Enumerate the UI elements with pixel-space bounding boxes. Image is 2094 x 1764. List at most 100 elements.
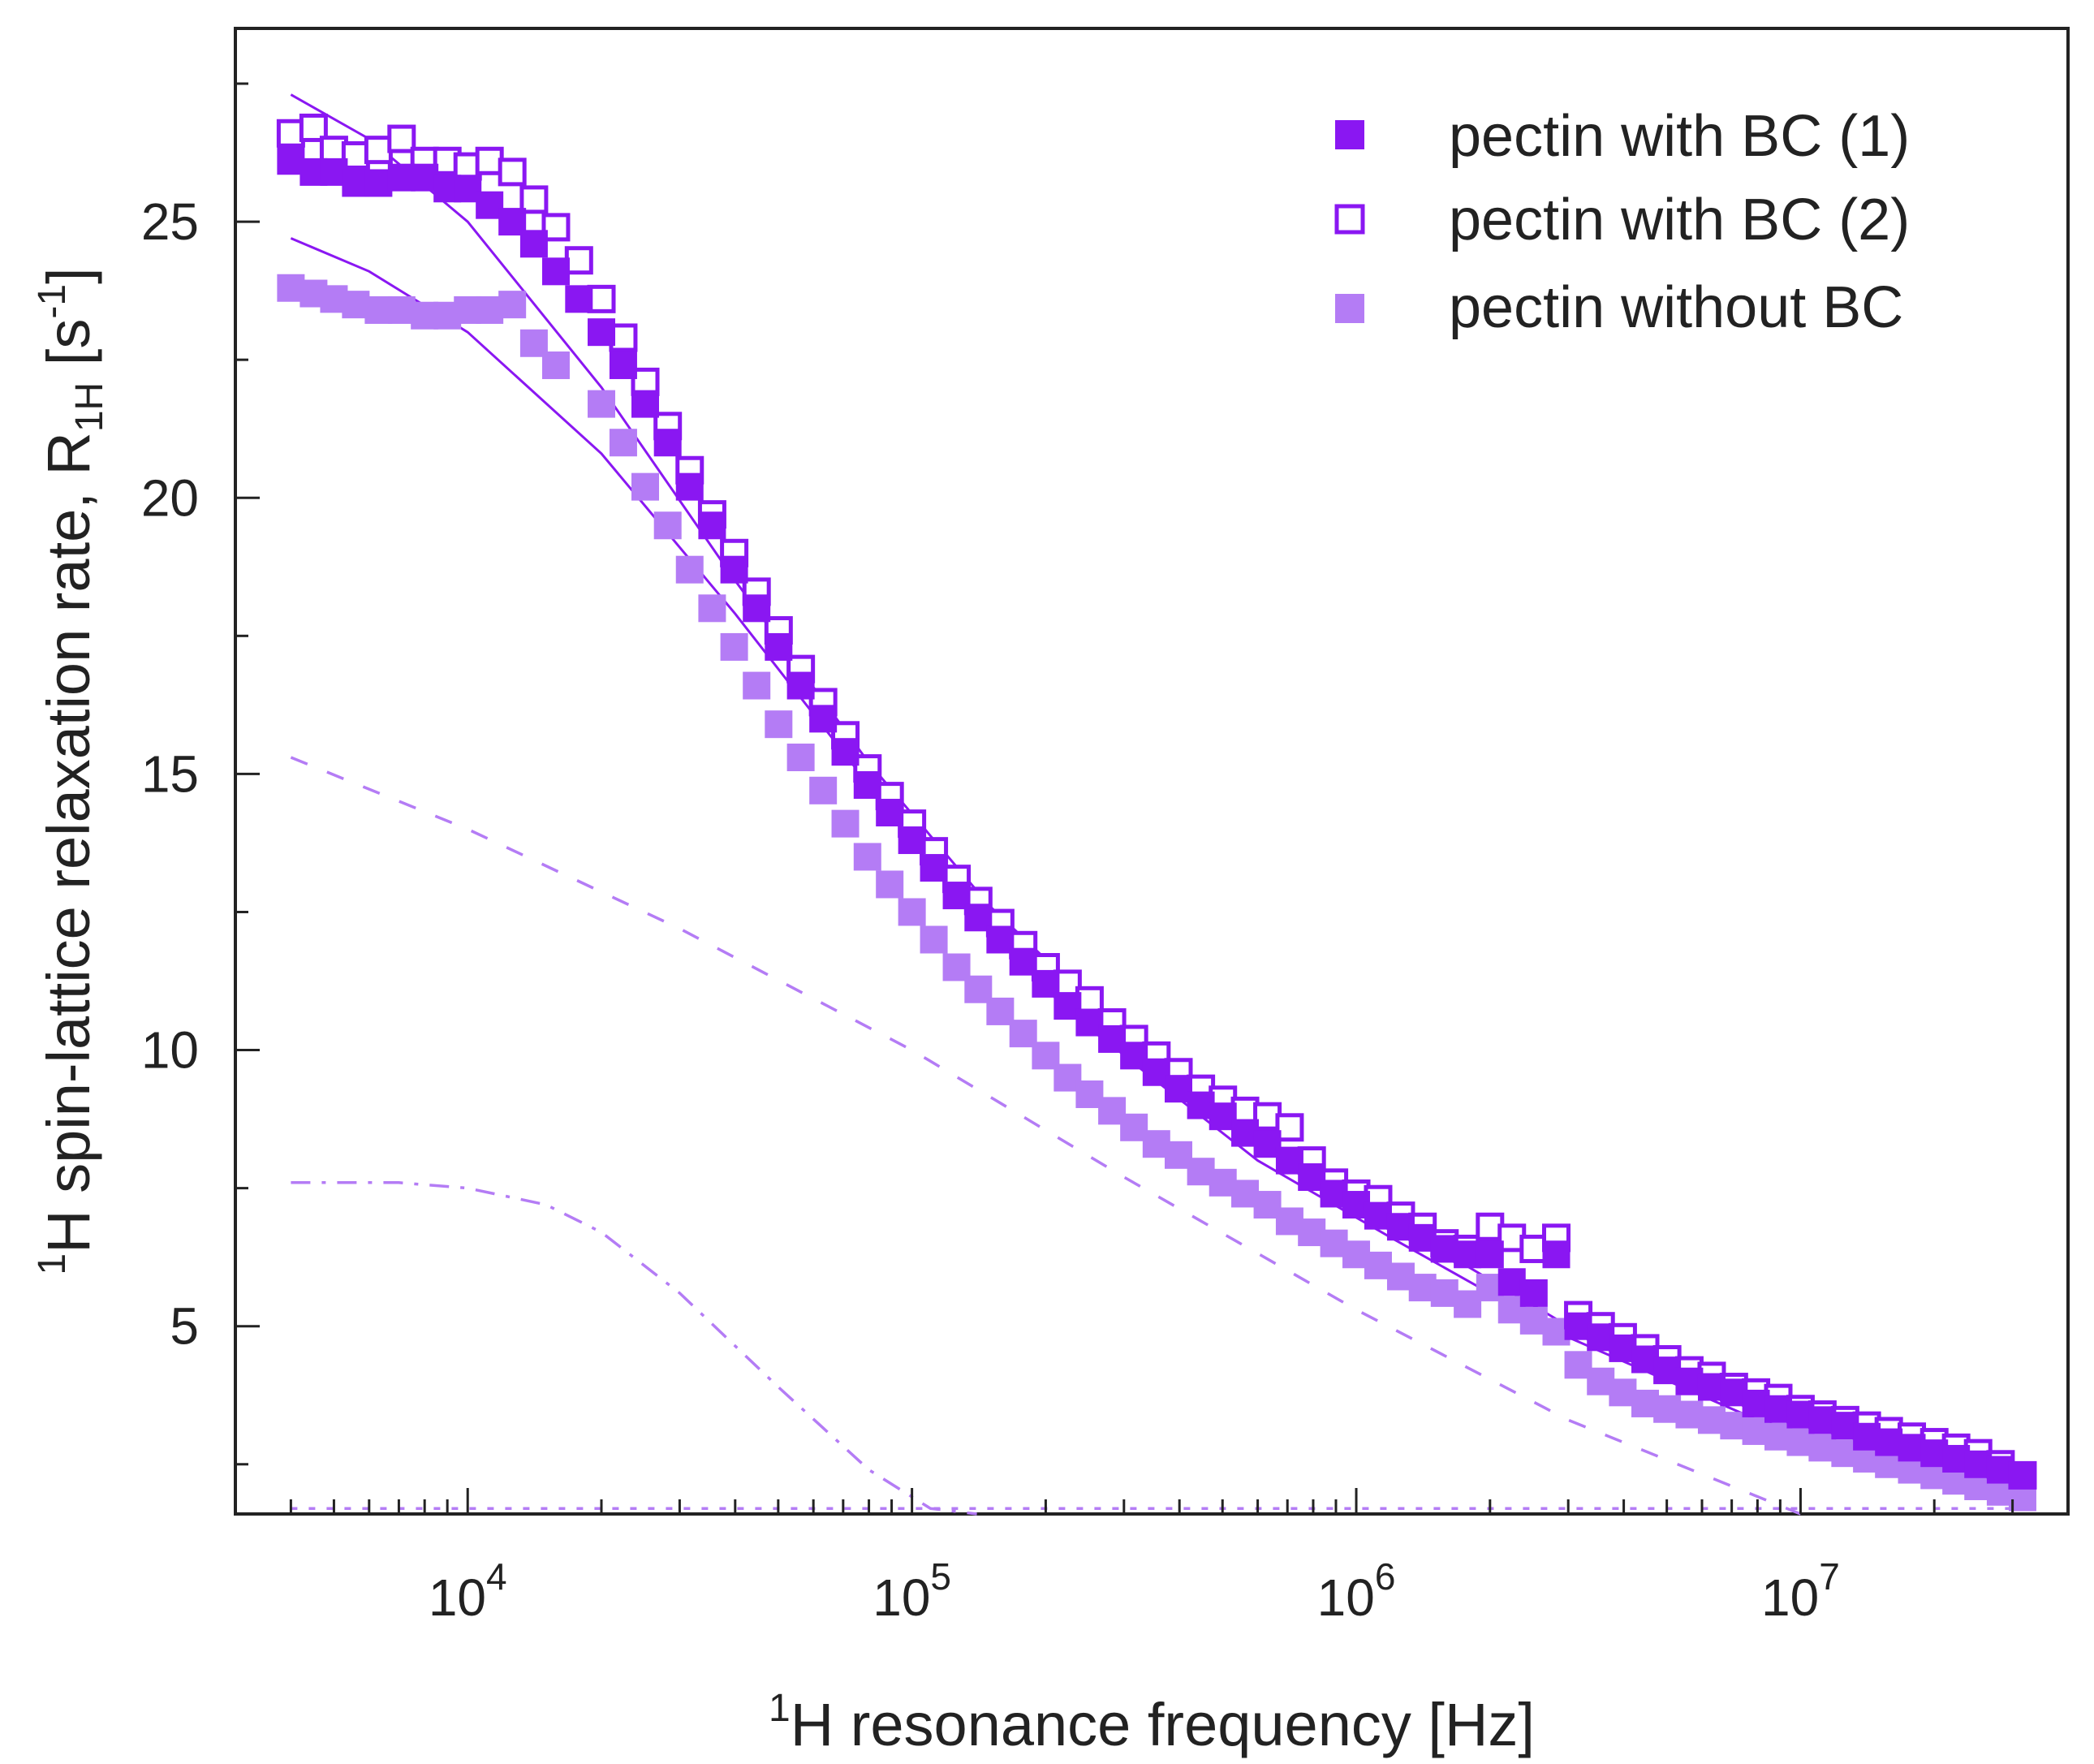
data-point <box>1275 1113 1304 1142</box>
x-tick-base: 10 <box>429 1568 486 1627</box>
y-axis-title-unit-open: [s <box>35 319 102 382</box>
data-point <box>564 246 593 275</box>
legend-label-with-bc-1: pectin with BC (1) <box>1449 104 1910 169</box>
y-tick-label: 10 <box>141 1021 199 1080</box>
y-axis-title-main: H spin-lattice relaxation rate, R <box>35 432 102 1253</box>
data-point <box>653 511 682 540</box>
data-point <box>475 146 504 175</box>
data-point <box>675 472 704 501</box>
data-point <box>498 157 527 187</box>
data-point <box>1430 1235 1458 1263</box>
data-point <box>986 997 1015 1025</box>
data-point <box>387 163 416 192</box>
data-point <box>876 799 904 827</box>
data-point <box>631 390 660 418</box>
legend-marker-with-bc-1 <box>1335 120 1364 149</box>
data-point <box>831 809 860 838</box>
data-point <box>541 213 571 242</box>
data-point <box>786 671 815 700</box>
data-point <box>920 925 948 954</box>
data-point <box>1542 1240 1570 1269</box>
data-point <box>920 854 948 882</box>
fit-line-fit-without-bc <box>290 237 2014 1494</box>
data-point <box>1430 1279 1458 1307</box>
data-point <box>786 743 815 771</box>
x-axis-title-sup: 1 <box>769 1687 791 1730</box>
x-tick-label: 107 <box>1761 1555 1840 1627</box>
data-point <box>541 257 570 286</box>
data-point <box>853 771 881 800</box>
data-point <box>565 285 593 313</box>
data-point <box>631 472 660 501</box>
data-point <box>299 113 328 142</box>
data-point <box>831 738 860 766</box>
x-tick-label: 105 <box>872 1555 951 1627</box>
data-point <box>743 594 771 623</box>
data-point <box>588 318 616 347</box>
y-axis-title-sup: 1 <box>31 1253 74 1275</box>
x-axis-title-main: H resonance frequency [Hz] <box>791 1691 1535 1758</box>
data-point <box>698 511 726 540</box>
data-point <box>1519 1234 1549 1263</box>
data-point <box>986 925 1015 954</box>
x-tick-base: 10 <box>1317 1568 1375 1627</box>
x-tick-base: 10 <box>872 1568 930 1627</box>
data-point <box>364 136 393 165</box>
legend: pectin with BC (1) pectin with BC (2) pe… <box>1334 104 1910 340</box>
data-point <box>1519 1279 1548 1307</box>
data-point <box>653 429 682 457</box>
data-point <box>609 429 637 457</box>
data-point <box>2008 1461 2036 1490</box>
data-point <box>853 843 881 871</box>
y-tick-label: 20 <box>141 468 199 527</box>
data-point <box>809 776 838 804</box>
data-point <box>364 169 393 197</box>
x-tick-exp: 5 <box>930 1555 951 1598</box>
data-point <box>1476 1240 1504 1269</box>
series-2 <box>277 274 2036 1512</box>
series-0 <box>277 147 2036 1490</box>
fit-line-component-dashed <box>290 756 1802 1516</box>
y-tick-label: 15 <box>141 744 199 803</box>
data-point <box>519 230 548 258</box>
data-point <box>898 898 926 926</box>
y-axis-title-sub: 1H <box>68 382 111 432</box>
legend-label-with-bc-2: pectin with BC (2) <box>1449 188 1910 252</box>
y-axis-title-unit-sup: -1 <box>31 284 74 319</box>
data-point <box>276 119 305 148</box>
y-axis-title-unit-close: ] <box>35 267 102 284</box>
legend-marker-without-bc <box>1335 294 1364 323</box>
data-point <box>675 555 704 584</box>
y-axis-title: 1H spin-lattice relaxation rate, R1H [s-… <box>31 267 111 1274</box>
x-tick-exp: 7 <box>1819 1555 1840 1598</box>
plot-frame <box>234 27 2070 1516</box>
data-point <box>588 390 616 418</box>
x-tick-exp: 4 <box>486 1555 507 1598</box>
data-point <box>720 555 748 584</box>
data-point <box>720 632 748 661</box>
data-point <box>498 291 527 319</box>
x-tick-exp: 6 <box>1375 1555 1396 1598</box>
data-point <box>765 710 793 739</box>
x-axis-ticks: 104 105 106 107 <box>234 1488 2070 1627</box>
x-axis-title: 1H resonance frequency [Hz] <box>769 1687 1535 1758</box>
data-point <box>541 351 570 379</box>
data-point <box>519 185 549 214</box>
data-markers <box>276 113 2037 1512</box>
data-point <box>698 594 726 623</box>
legend-marker-with-bc-2 <box>1334 204 1365 235</box>
data-point <box>364 295 393 324</box>
data-point <box>609 351 637 379</box>
legend-label-without-bc: pectin without BC <box>1449 275 1903 340</box>
data-point <box>743 671 771 700</box>
data-point <box>898 826 926 855</box>
data-point <box>587 284 616 313</box>
fit-line-component-dash-dot <box>291 1181 977 1516</box>
x-tick-label: 104 <box>429 1555 507 1627</box>
data-point <box>387 124 416 153</box>
y-tick-label: 5 <box>170 1297 199 1356</box>
y-tick-label: 25 <box>141 192 199 251</box>
y-axis-ticks: 5 10 15 20 25 <box>141 82 260 1466</box>
data-point <box>809 705 838 733</box>
